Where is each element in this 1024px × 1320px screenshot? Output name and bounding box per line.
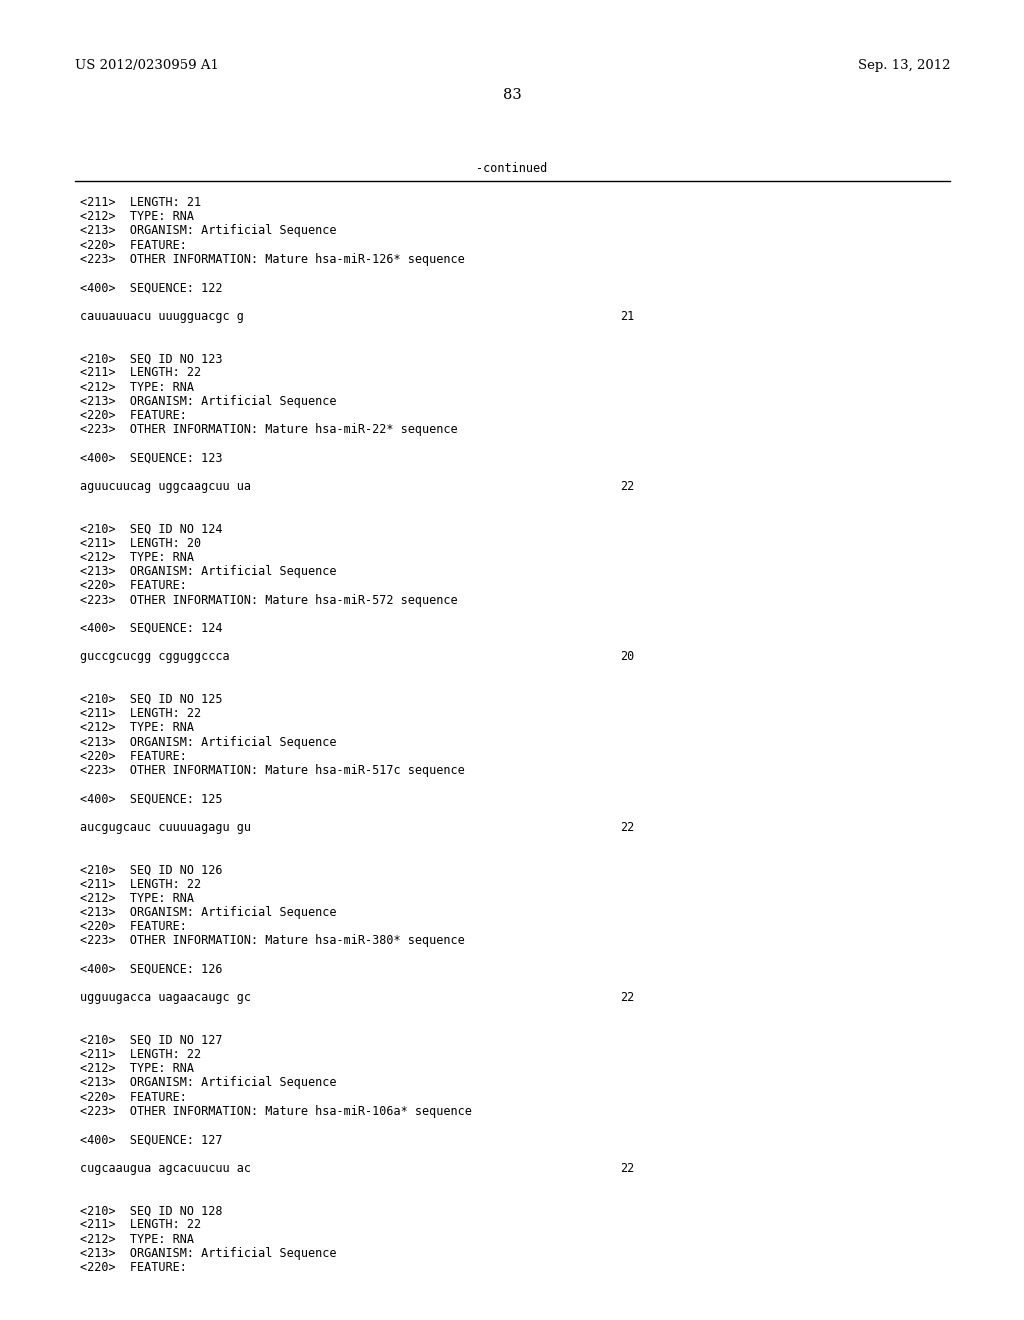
Text: Sep. 13, 2012: Sep. 13, 2012 <box>857 58 950 71</box>
Text: <212>  TYPE: RNA: <212> TYPE: RNA <box>80 1063 194 1076</box>
Text: <213>  ORGANISM: Artificial Sequence: <213> ORGANISM: Artificial Sequence <box>80 1076 337 1089</box>
Text: <220>  FEATURE:: <220> FEATURE: <box>80 1261 186 1274</box>
Text: <211>  LENGTH: 22: <211> LENGTH: 22 <box>80 1218 201 1232</box>
Text: <210>  SEQ ID NO 124: <210> SEQ ID NO 124 <box>80 523 222 536</box>
Text: 22: 22 <box>620 1162 634 1175</box>
Text: ugguugacca uagaacaugc gc: ugguugacca uagaacaugc gc <box>80 991 251 1005</box>
Text: <220>  FEATURE:: <220> FEATURE: <box>80 409 186 422</box>
Text: <400>  SEQUENCE: 125: <400> SEQUENCE: 125 <box>80 792 222 805</box>
Text: <223>  OTHER INFORMATION: Mature hsa-miR-380* sequence: <223> OTHER INFORMATION: Mature hsa-miR-… <box>80 935 465 948</box>
Text: <211>  LENGTH: 20: <211> LENGTH: 20 <box>80 537 201 550</box>
Text: <223>  OTHER INFORMATION: Mature hsa-miR-22* sequence: <223> OTHER INFORMATION: Mature hsa-miR-… <box>80 424 458 436</box>
Text: 22: 22 <box>620 991 634 1005</box>
Text: -continued: -continued <box>476 161 548 174</box>
Text: <210>  SEQ ID NO 128: <210> SEQ ID NO 128 <box>80 1204 222 1217</box>
Text: <213>  ORGANISM: Artificial Sequence: <213> ORGANISM: Artificial Sequence <box>80 1247 337 1259</box>
Text: <210>  SEQ ID NO 125: <210> SEQ ID NO 125 <box>80 693 222 706</box>
Text: <211>  LENGTH: 22: <211> LENGTH: 22 <box>80 1048 201 1061</box>
Text: <220>  FEATURE:: <220> FEATURE: <box>80 1090 186 1104</box>
Text: <223>  OTHER INFORMATION: Mature hsa-miR-517c sequence: <223> OTHER INFORMATION: Mature hsa-miR-… <box>80 764 465 777</box>
Text: <212>  TYPE: RNA: <212> TYPE: RNA <box>80 892 194 904</box>
Text: US 2012/0230959 A1: US 2012/0230959 A1 <box>75 58 219 71</box>
Text: <400>  SEQUENCE: 123: <400> SEQUENCE: 123 <box>80 451 222 465</box>
Text: <213>  ORGANISM: Artificial Sequence: <213> ORGANISM: Artificial Sequence <box>80 735 337 748</box>
Text: 22: 22 <box>620 821 634 834</box>
Text: <212>  TYPE: RNA: <212> TYPE: RNA <box>80 1233 194 1246</box>
Text: cauuauuacu uuugguacgc g: cauuauuacu uuugguacgc g <box>80 310 244 322</box>
Text: <211>  LENGTH: 22: <211> LENGTH: 22 <box>80 708 201 721</box>
Text: <211>  LENGTH: 22: <211> LENGTH: 22 <box>80 367 201 379</box>
Text: <211>  LENGTH: 22: <211> LENGTH: 22 <box>80 878 201 891</box>
Text: <220>  FEATURE:: <220> FEATURE: <box>80 239 186 252</box>
Text: <400>  SEQUENCE: 126: <400> SEQUENCE: 126 <box>80 962 222 975</box>
Text: <400>  SEQUENCE: 127: <400> SEQUENCE: 127 <box>80 1133 222 1146</box>
Text: <213>  ORGANISM: Artificial Sequence: <213> ORGANISM: Artificial Sequence <box>80 224 337 238</box>
Text: guccgcucgg cgguggccca: guccgcucgg cgguggccca <box>80 651 229 664</box>
Text: aguucuucag uggcaagcuu ua: aguucuucag uggcaagcuu ua <box>80 480 251 492</box>
Text: 22: 22 <box>620 480 634 492</box>
Text: 20: 20 <box>620 651 634 664</box>
Text: <220>  FEATURE:: <220> FEATURE: <box>80 750 186 763</box>
Text: <213>  ORGANISM: Artificial Sequence: <213> ORGANISM: Artificial Sequence <box>80 395 337 408</box>
Text: <210>  SEQ ID NO 123: <210> SEQ ID NO 123 <box>80 352 222 366</box>
Text: <210>  SEQ ID NO 127: <210> SEQ ID NO 127 <box>80 1034 222 1047</box>
Text: <212>  TYPE: RNA: <212> TYPE: RNA <box>80 550 194 564</box>
Text: <223>  OTHER INFORMATION: Mature hsa-miR-126* sequence: <223> OTHER INFORMATION: Mature hsa-miR-… <box>80 253 465 265</box>
Text: 21: 21 <box>620 310 634 322</box>
Text: <223>  OTHER INFORMATION: Mature hsa-miR-572 sequence: <223> OTHER INFORMATION: Mature hsa-miR-… <box>80 594 458 607</box>
Text: <212>  TYPE: RNA: <212> TYPE: RNA <box>80 210 194 223</box>
Text: <213>  ORGANISM: Artificial Sequence: <213> ORGANISM: Artificial Sequence <box>80 906 337 919</box>
Text: <212>  TYPE: RNA: <212> TYPE: RNA <box>80 380 194 393</box>
Text: 83: 83 <box>503 88 521 102</box>
Text: <223>  OTHER INFORMATION: Mature hsa-miR-106a* sequence: <223> OTHER INFORMATION: Mature hsa-miR-… <box>80 1105 472 1118</box>
Text: <400>  SEQUENCE: 122: <400> SEQUENCE: 122 <box>80 281 222 294</box>
Text: cugcaaugua agcacuucuu ac: cugcaaugua agcacuucuu ac <box>80 1162 251 1175</box>
Text: <213>  ORGANISM: Artificial Sequence: <213> ORGANISM: Artificial Sequence <box>80 565 337 578</box>
Text: <220>  FEATURE:: <220> FEATURE: <box>80 579 186 593</box>
Text: <212>  TYPE: RNA: <212> TYPE: RNA <box>80 722 194 734</box>
Text: aucgugcauc cuuuuagagu gu: aucgugcauc cuuuuagagu gu <box>80 821 251 834</box>
Text: <211>  LENGTH: 21: <211> LENGTH: 21 <box>80 195 201 209</box>
Text: <210>  SEQ ID NO 126: <210> SEQ ID NO 126 <box>80 863 222 876</box>
Text: <220>  FEATURE:: <220> FEATURE: <box>80 920 186 933</box>
Text: <400>  SEQUENCE: 124: <400> SEQUENCE: 124 <box>80 622 222 635</box>
